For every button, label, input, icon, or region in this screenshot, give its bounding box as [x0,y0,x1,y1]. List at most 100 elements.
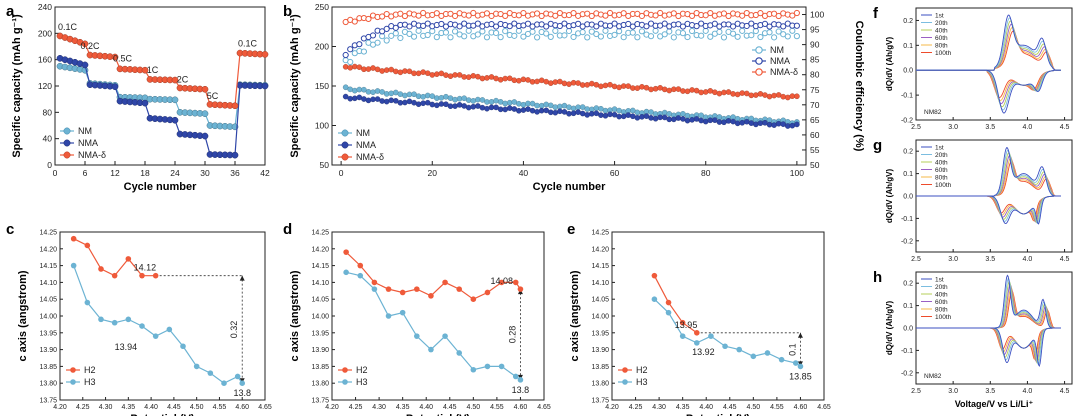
data-point-h3 [371,286,378,292]
efficiency-point-nmad [379,13,386,20]
efficiency-point-nma [369,32,377,39]
capacity-point-nmad [484,75,490,81]
y-tick-label: 0.2 [903,149,913,156]
capacity-point-nm [370,89,376,95]
y-tick-label: 14.20 [311,246,329,253]
x-tick-label: 100 [790,168,804,178]
capacity-point-nmad [420,69,426,75]
y-tick-label: 13.85 [591,364,609,371]
efficiency-point-nm [629,29,636,36]
efficiency-point-nm [529,28,536,35]
x-tick-label: 4.35 [676,404,690,411]
y-tick-label: 0 [47,160,52,170]
efficiency-point-nm [593,30,600,38]
delta-label: 0.28 [507,326,517,344]
capacity-point-nma [506,105,513,111]
efficiency-point-nma [711,20,718,27]
x-tick-label: 4.65 [258,404,272,411]
data-point-h3 [764,350,771,356]
data-point-h3 [722,343,728,350]
efficiency-point-nmad [433,10,440,17]
efficiency-point-nm [465,27,472,34]
efficiency-point-nm [497,34,504,41]
y-tick-label: 14.00 [39,314,57,321]
data-point-h3 [385,313,392,319]
data-point-h2 [98,266,104,272]
capacity-point-nm [557,103,563,110]
x-tick-label: 4.30 [99,404,113,411]
panel-letter-b: b [283,3,292,20]
efficiency-point-nmad [707,9,714,17]
data-point-h3 [708,333,714,339]
efficiency-point-nm [602,27,609,34]
legend-label-20th: 20th [935,152,948,159]
legend-label-h3: H3 [84,377,96,387]
efficiency-point-nm [515,27,522,34]
data-point-h2 [357,262,364,269]
h2-end-label: 13.95 [675,320,698,330]
efficiency-point-nmad [620,10,627,17]
x-tick-label: 60 [610,168,620,178]
data-point-h2 [414,286,420,292]
legend-label-80th: 80th [935,174,948,181]
capacity-point-nmad [757,91,764,97]
data-point-h3 [679,333,686,339]
legend-marker-nm-ce [755,46,763,54]
capacity-point-nmad [561,80,568,87]
x-axis-label: Potential (V) [130,413,195,416]
data-point-h3 [414,333,420,339]
y-tick-label: -0.2 [901,370,913,377]
capacity-point-nma [753,121,759,128]
y-tick-label: 14.15 [39,263,57,270]
data-point-h3 [428,346,434,353]
x-tick-label: 30 [200,168,210,178]
efficiency-point-nma [474,20,481,27]
efficiency-point-nmad [520,9,527,17]
rate-label: 0.1C [238,39,258,49]
arrow-head [797,332,803,338]
data-point-h2 [651,272,658,279]
x-tick-label: 36 [230,168,240,178]
capacity-point-nma [520,107,527,113]
y-tick-label: 13.95 [311,330,329,337]
rate-label: 0.5C [113,54,133,64]
legend-marker-nma [63,139,71,147]
y-axis-label: dQ/dV (Ah/gV) [885,301,894,356]
capacity-point-nm [342,84,349,91]
data-point-h2 [111,272,118,279]
efficiency-point-nmad [588,12,595,20]
c-axis-chart-nmad: 4.20 4.25 4.30 4.35 4.40 4.45 4.50 4.55 4.60 4.65… [569,230,831,416]
y-tick-label: 14.05 [39,297,57,304]
rate-label: 2C [177,75,189,85]
efficiency-point-nm [374,39,381,46]
capacity-point-nm [684,112,691,119]
x-tick-label: 4.0 [1023,256,1033,263]
capacity-point-nm [374,88,381,94]
capacity-point-nma [684,117,691,124]
capacity-point-nmad [379,68,385,74]
x-tick-label: 4.55 [490,404,504,411]
capacity-point-nm [593,105,600,111]
y-tick-label: 0.2 [903,281,913,288]
efficiency-point-nmad [638,12,646,20]
y-tick-label: 13.95 [591,330,609,337]
data-point-h3 [357,272,364,279]
x-tick-label: 6 [83,168,88,178]
data-point-h3 [456,350,463,356]
capacity-point-nm [465,97,472,103]
capacity-point-nmad [470,73,477,79]
efficiency-point-nm [579,29,586,36]
legend-marker-nm [63,127,71,135]
data-point-nmad [231,102,239,110]
legend-label-100th: 100th [935,314,952,321]
delta-label: 0.1 [787,343,797,356]
efficiency-point-nmad [720,10,728,17]
y-tick-label: 14.25 [311,230,329,237]
data-point-h3 [470,366,477,373]
data-point-nmad [81,40,89,48]
legend-label-60th: 60th [935,35,948,42]
y-tick-label: 14.10 [311,280,329,287]
y-tick-label: 14.10 [591,280,609,287]
capacity-point-nmad [365,66,372,72]
